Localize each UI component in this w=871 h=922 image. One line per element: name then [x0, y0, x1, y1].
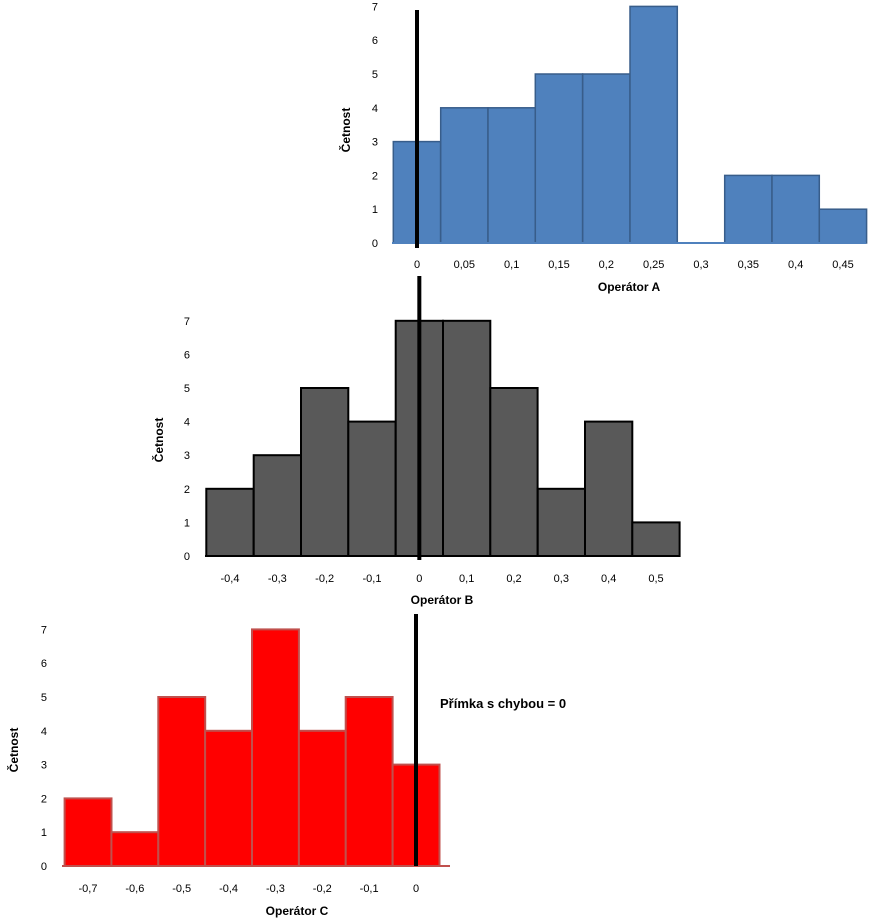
x-tick-label: -0,7 — [79, 883, 98, 895]
histogram-bar — [581, 73, 631, 244]
y-tick-label: 1 — [372, 204, 378, 216]
histogram-bar — [251, 628, 300, 868]
x-tick-label: 0,2 — [599, 259, 614, 271]
histogram-bar — [771, 174, 821, 244]
x-tick-label: 0,15 — [548, 259, 569, 271]
y-tick-label: 2 — [372, 170, 378, 182]
y-tick-label: 5 — [184, 383, 190, 395]
x-tick-label: -0,1 — [363, 573, 382, 585]
x-tick-label: -0,6 — [125, 883, 144, 895]
y-tick-label: 1 — [41, 827, 47, 839]
y-tick-label: 3 — [184, 450, 190, 462]
x-tick-label: 0,25 — [643, 259, 664, 271]
y-tick-label: 1 — [184, 517, 190, 529]
x-tick-label: 0 — [413, 883, 419, 895]
y-axis-title: Četnost — [6, 728, 21, 773]
y-tick-label: 4 — [372, 103, 378, 115]
y-tick-label: 6 — [41, 658, 47, 670]
y-tick-label: 5 — [41, 692, 47, 704]
histogram-bar — [252, 454, 302, 558]
x-tick-label: 0,4 — [601, 573, 616, 585]
x-tick-label: 0,3 — [693, 259, 708, 271]
y-tick-label: 0 — [41, 861, 47, 873]
y-tick-label: 7 — [41, 624, 47, 636]
histogram-bar — [439, 107, 489, 244]
x-axis-title: Operátor C — [266, 904, 329, 918]
histogram-bar — [723, 174, 773, 244]
y-axis-title: Četnost — [338, 108, 353, 153]
x-tick-label: -0,4 — [221, 573, 240, 585]
x-tick-label: 0 — [414, 259, 420, 271]
x-tick-label: 0 — [416, 573, 422, 585]
histogram-bar — [442, 319, 492, 557]
histogram-2: 0 1 2 3 4 5 6 7 -0,4 -0,3 -0,2 -0,1 0 0,1 0,2 0,3 0,4 0,5… — [151, 276, 681, 607]
histogram-bar — [63, 797, 113, 868]
y-tick-label: 5 — [372, 69, 378, 81]
histogram-bar — [629, 5, 679, 244]
y-tick-label: 4 — [184, 417, 190, 429]
x-tick-label: 0,05 — [454, 259, 475, 271]
histogram-bar — [347, 420, 397, 557]
y-tick-label: 6 — [184, 349, 190, 361]
x-tick-label: 0,5 — [648, 573, 663, 585]
y-tick-label: 4 — [41, 726, 47, 738]
zero-line-annotation: Přímka s chybou = 0 — [440, 696, 567, 711]
y-tick-label: 2 — [184, 484, 190, 496]
histogram-bar — [205, 487, 255, 557]
histogram-bar — [534, 73, 584, 244]
histogram-bar — [344, 696, 394, 867]
x-tick-label: -0,2 — [313, 883, 332, 895]
x-tick-label: 0,45 — [832, 259, 853, 271]
x-tick-label: -0,4 — [219, 883, 238, 895]
histogram-bar — [584, 420, 634, 557]
y-axis-title: Četnost — [151, 418, 166, 463]
y-tick-label: 0 — [372, 238, 378, 250]
y-tick-label: 3 — [41, 760, 47, 772]
histogram-bar — [487, 107, 537, 244]
x-axis-title: Operátor B — [411, 593, 474, 607]
histogram-bar — [489, 387, 539, 557]
histogram-bar — [110, 831, 160, 868]
histogram-bar — [204, 729, 254, 867]
histogram-bar — [300, 387, 350, 557]
histogram-bar — [536, 487, 587, 557]
histogram-3: 0 1 2 3 4 5 6 7 -0,7 -0,6 -0,5 -0,4 -0,3 -0,2 -0,1 0 Ope… — [6, 614, 450, 918]
histogram-1: 0 1 2 3 4 5 6 7 0 0,05 0,1 0,15 0,2 0,25 0,3 0,35 0,4 0,4… — [338, 1, 868, 294]
x-tick-label: 0,4 — [788, 259, 803, 271]
histogram-bar — [631, 521, 681, 558]
y-tick-label: 0 — [184, 551, 190, 563]
x-axis-title: Operátor A — [598, 280, 661, 294]
x-tick-label: -0,3 — [266, 883, 285, 895]
y-tick-label: 7 — [372, 1, 378, 13]
histogram-bar — [297, 729, 347, 867]
y-tick-label: 6 — [372, 35, 378, 47]
x-tick-label: -0,3 — [268, 573, 287, 585]
x-tick-label: 0,35 — [738, 259, 759, 271]
y-tick-label: 7 — [184, 316, 190, 328]
x-tick-label: -0,1 — [360, 883, 379, 895]
y-tick-label: 3 — [372, 137, 378, 149]
x-tick-label: 0,3 — [554, 573, 569, 585]
x-tick-label: 0,2 — [506, 573, 521, 585]
histogram-bar — [818, 208, 868, 244]
x-tick-label: 0,1 — [459, 573, 474, 585]
x-tick-label: 0,1 — [504, 259, 519, 271]
histogram-bar — [157, 696, 207, 867]
x-tick-label: -0,5 — [172, 883, 191, 895]
x-tick-label: -0,2 — [315, 573, 334, 585]
y-tick-label: 2 — [41, 793, 47, 805]
